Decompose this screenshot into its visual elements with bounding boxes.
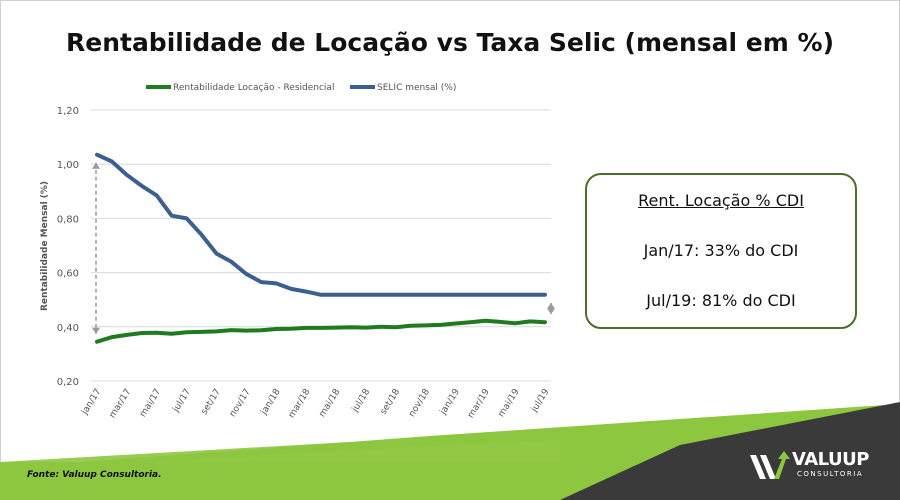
valuup-logo: VALUUP CONSULTORIA [748,447,878,487]
x-tick-label: mai/17 [138,387,163,419]
series-line-rentabilidade [95,318,547,344]
spread-arrow-jan17-head-bottom [92,327,100,334]
y-tick-label: 1,20 [57,106,79,117]
x-tick-label: mai/18 [317,387,342,419]
valuup-logo-icon [750,451,790,479]
cdi-callout-box: Rent. Locação % CDI Jan/17: 33% do CDI J… [585,173,857,329]
logo-wordmark: VALUUP [792,449,869,470]
x-tick-label: set/18 [379,387,403,416]
footer-dark-band [560,402,900,500]
legend-label: SELIC mensal (%) [377,83,456,93]
x-tick-label: nov/18 [407,387,432,419]
callout-heading: Rent. Locação % CDI [638,191,804,210]
chart-title: Rentabilidade de Locação vs Taxa Selic (… [65,28,834,57]
x-tick-label: mar/18 [287,387,313,420]
y-tick-label: 0,20 [57,377,79,388]
x-tick-label: jul/19 [529,387,552,415]
x-tick-label: mai/19 [497,387,522,419]
legend-label: Rentabilidade Locação - Residencial [173,83,334,93]
x-tick-label: jul/18 [350,387,373,415]
spread-arrow-jul19-head-top [547,302,555,309]
spread-arrow-jul19-head-bottom [547,308,555,315]
source-note: Fonte: Valuup Consultoria. [27,470,162,480]
x-tick-label: mar/17 [108,387,134,420]
series-line-selic [95,152,547,297]
x-tick-label: nov/17 [228,387,253,419]
callout-line-jul19: Jul/19: 81% do CDI [646,291,796,310]
y-axis-title: Rentabilidade Mensal (%) [40,181,50,311]
y-tick-label: 0,60 [57,269,79,280]
x-tick-label: jul/17 [171,387,193,415]
x-tick-label: jan/18 [259,387,283,417]
x-tick-label: set/17 [200,387,223,416]
y-tick-label: 0,80 [57,214,79,225]
y-tick-label: 1,00 [57,160,79,171]
spread-arrow-jan17-head-top [92,162,100,169]
y-tick-label: 0,40 [57,323,79,334]
callout-line-jan17: Jan/17: 33% do CDI [643,241,799,260]
x-tick-label: mar/19 [466,387,492,420]
logo-subtitle: CONSULTORIA [797,470,864,478]
x-tick-label: jan/17 [80,387,104,417]
footer-green-strip [0,462,560,500]
x-tick-label: jan/19 [438,387,462,417]
